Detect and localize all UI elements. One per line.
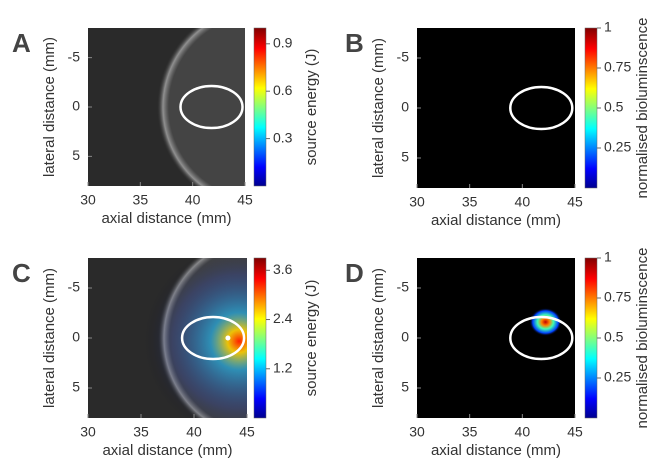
y-tick-label: 0: [72, 98, 80, 114]
x-axis-label: axial distance (mm): [102, 442, 232, 459]
x-tick-label: 40: [515, 194, 531, 210]
colorbar-tick-label: 0.3: [273, 129, 293, 145]
x-tick-label: 30: [80, 192, 96, 208]
y-axis-label: lateral distance (mm): [41, 37, 58, 177]
colorbar-tick-label: 0.75: [604, 59, 631, 75]
x-tick-label: 35: [133, 192, 149, 208]
panel: 30 35 40 45 axial distance (mm) -5 0 5 lateral d…: [12, 27, 320, 227]
y-tick-label: -5: [68, 48, 81, 64]
y-axis-label: lateral distance (mm): [41, 268, 58, 408]
colorbar-tick-label: 1.2: [273, 359, 293, 375]
panel-label: B: [345, 28, 364, 58]
region-outline: [180, 315, 246, 361]
x-axis-label: axial distance (mm): [431, 212, 561, 229]
region-outline: [509, 85, 574, 131]
colorbar-tick-label: 0.5: [604, 99, 624, 115]
x-axis-label: axial distance (mm): [431, 442, 561, 459]
x-tick-label: 45: [237, 192, 253, 208]
x-tick-label: 45: [567, 194, 583, 210]
colorbar-label: source energy (J): [303, 280, 320, 397]
marker: [225, 335, 231, 341]
y-axis-label: lateral distance (mm): [370, 268, 387, 408]
colorbar-tick-label: 0.5: [604, 329, 624, 345]
y-tick-label: 5: [72, 379, 80, 395]
x-tick-label: 35: [462, 424, 478, 440]
colorbar-tick-label: 1: [604, 19, 612, 35]
colorbar-tick-label: 1: [604, 249, 612, 265]
panel: 30 35 40 45 axial distance (mm) -5 0 5 lateral d…: [345, 248, 651, 459]
region-outline: [509, 315, 574, 361]
y-tick-label: 5: [401, 149, 409, 165]
colorbar: [253, 27, 267, 187]
panel-label: D: [345, 258, 364, 288]
panel: 30 35 40 45 axial distance (mm) -5 0 5 lateral d…: [12, 257, 320, 459]
colorbar-label: normalised bioluminscence: [634, 18, 651, 199]
panel-label: A: [12, 28, 31, 58]
colorbar-tick-label: 0.75: [604, 289, 631, 305]
y-tick-label: -5: [397, 49, 410, 65]
colorbar-tick-label: 0.9: [273, 35, 293, 51]
x-tick-label: 45: [567, 424, 583, 440]
y-tick-label: -5: [68, 279, 81, 295]
colorbar-tick-label: 3.6: [273, 261, 293, 277]
image-blob: [529, 308, 562, 336]
y-tick-label: -5: [397, 279, 410, 295]
x-tick-label: 30: [409, 194, 425, 210]
image-glow: [88, 258, 247, 418]
x-axis-label: axial distance (mm): [101, 210, 231, 227]
image: [417, 28, 575, 188]
colorbar-tick-label: 2.4: [273, 310, 293, 326]
image: [417, 258, 575, 418]
y-tick-label: 5: [72, 147, 80, 163]
y-tick-label: 5: [401, 379, 409, 395]
x-tick-label: 40: [515, 424, 531, 440]
colorbar: [584, 257, 598, 419]
x-tick-label: 45: [239, 424, 255, 440]
colorbar-label: normalised bioluminscence: [634, 248, 651, 429]
x-tick-label: 40: [185, 192, 201, 208]
x-tick-label: 35: [462, 194, 478, 210]
colorbar-tick-label: 0.25: [604, 369, 631, 385]
colorbar-label: source energy (J): [303, 49, 320, 166]
y-axis-label: lateral distance (mm): [370, 38, 387, 178]
x-tick-label: 40: [186, 424, 202, 440]
y-tick-label: 0: [401, 329, 409, 345]
panel-label: C: [12, 258, 31, 288]
colorbar: [253, 257, 267, 419]
x-tick-label: 30: [80, 424, 96, 440]
image-arc: [88, 28, 245, 186]
panel: 30 35 40 45 axial distance (mm) -5 0 5 lateral d…: [345, 18, 651, 229]
y-tick-label: 0: [72, 329, 80, 345]
y-tick-label: 0: [401, 99, 409, 115]
colorbar-tick-label: 0.25: [604, 139, 631, 155]
x-tick-label: 30: [409, 424, 425, 440]
colorbar: [584, 27, 598, 189]
region-outline: [179, 84, 244, 130]
colorbar-tick-label: 0.6: [273, 82, 293, 98]
x-tick-label: 35: [133, 424, 149, 440]
